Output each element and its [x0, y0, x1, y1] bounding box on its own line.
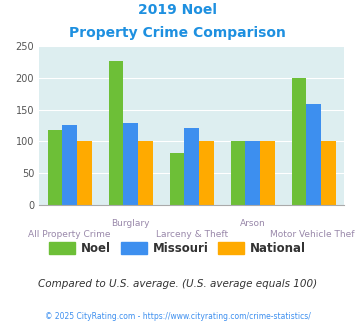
Bar [306, 105, 321, 205]
Text: 2019 Noel: 2019 Noel [138, 3, 217, 17]
Text: Motor Vehicle Theft: Motor Vehicle Theft [270, 230, 355, 239]
Text: © 2025 CityRating.com - https://www.cityrating.com/crime-statistics/: © 2025 CityRating.com - https://www.city… [45, 312, 310, 321]
Bar [231, 141, 245, 205]
Bar [62, 125, 77, 205]
Bar [170, 153, 184, 205]
Bar [123, 123, 138, 205]
Bar [199, 141, 214, 205]
Bar [48, 130, 62, 205]
Bar [109, 61, 123, 205]
Text: Burglary: Burglary [111, 219, 150, 228]
Bar [245, 141, 260, 205]
Bar [184, 128, 199, 205]
Legend: Noel, Missouri, National: Noel, Missouri, National [45, 237, 310, 259]
Text: All Property Crime: All Property Crime [28, 230, 111, 239]
Bar [292, 78, 306, 205]
Bar [321, 141, 336, 205]
Text: Property Crime Comparison: Property Crime Comparison [69, 26, 286, 40]
Text: Compared to U.S. average. (U.S. average equals 100): Compared to U.S. average. (U.S. average … [38, 279, 317, 289]
Bar [260, 141, 275, 205]
Text: Arson: Arson [240, 219, 266, 228]
Bar [77, 141, 92, 205]
Text: Larceny & Theft: Larceny & Theft [155, 230, 228, 239]
Bar [138, 141, 153, 205]
